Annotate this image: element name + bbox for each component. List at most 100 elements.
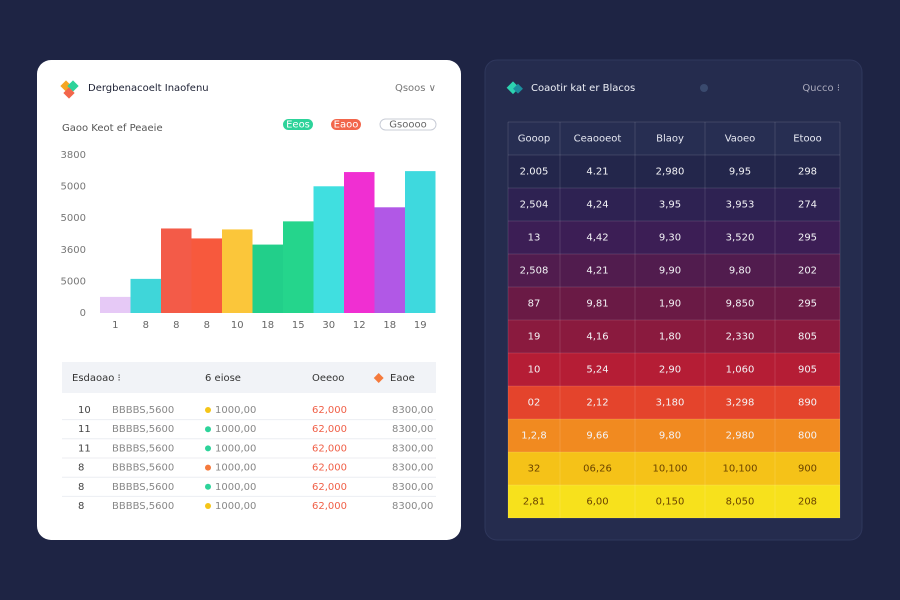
right-table-header-cell: Blaoy xyxy=(656,134,684,145)
right-table-cell: 2,980 xyxy=(656,167,685,178)
legend-pill[interactable] xyxy=(283,119,313,130)
right-table-cell: 8,050 xyxy=(726,497,755,508)
y-tick-label: 5000 xyxy=(61,213,86,224)
right-table-header-cell: Gooop xyxy=(518,134,550,145)
right-table-cell: 87 xyxy=(528,299,541,310)
left-table-cell: 62,000 xyxy=(312,482,347,493)
y-tick-label: 3800 xyxy=(61,150,86,161)
sort-icon xyxy=(373,373,384,383)
left-table-cell: 62,000 xyxy=(312,463,347,474)
right-table-cell: 905 xyxy=(798,365,817,376)
left-table-cell: 11 xyxy=(78,443,91,454)
status-dot xyxy=(205,483,211,490)
right-table-cell: 1,80 xyxy=(659,332,681,343)
right-table-cell: 3,520 xyxy=(726,233,755,244)
bar xyxy=(344,172,375,313)
left-table-cell: BBBBS,5600 xyxy=(112,424,174,435)
left-table-cell: 1000,00 xyxy=(215,424,256,435)
x-tick-label: 18 xyxy=(383,320,396,331)
left-table-cell: 10 xyxy=(78,405,91,416)
right-table-header xyxy=(508,122,840,155)
status-dot xyxy=(205,407,211,413)
left-table-cell: 1000,00 xyxy=(215,463,256,474)
legend-label: Gsoooo xyxy=(389,120,426,131)
legend-label: Eaoo xyxy=(334,120,359,131)
right-table-header-cell: Ceaooeot xyxy=(574,134,622,145)
right-table-cell: 295 xyxy=(798,233,817,244)
right-table-cell: 2,330 xyxy=(726,332,755,343)
left-table-header-cell: Eaoe xyxy=(390,373,415,384)
left-table-cell: 62,000 xyxy=(312,443,347,454)
right-table-cell: 900 xyxy=(798,464,817,475)
left-table-cell: 8300,00 xyxy=(392,482,433,493)
legend-pill[interactable] xyxy=(379,118,437,131)
bar xyxy=(130,278,161,313)
right-table-cell: 6,00 xyxy=(586,497,608,508)
left-table-cell: 8 xyxy=(78,501,84,512)
right-table-cell: 9,90 xyxy=(659,266,681,277)
x-tick-label: 12 xyxy=(353,320,366,331)
heat-row xyxy=(508,485,840,518)
right-title: Coaotir kat er Blacos xyxy=(531,83,635,94)
bar xyxy=(313,186,344,313)
right-table-cell: 890 xyxy=(798,398,817,409)
right-table-cell: 9,30 xyxy=(659,233,681,244)
right-table-cell: 9,95 xyxy=(729,167,751,178)
left-menu[interactable]: Qsoos ∨ xyxy=(395,83,436,94)
left-table-cell: 8300,00 xyxy=(392,463,433,474)
right-table-cell: 5,24 xyxy=(586,365,608,376)
left-table-cell: BBBBS,5600 xyxy=(112,405,174,416)
bar xyxy=(222,229,253,313)
x-tick-label: 10 xyxy=(231,320,244,331)
x-tick-label: 15 xyxy=(292,320,305,331)
right-table-header-cell: Etooo xyxy=(793,134,822,145)
left-table-cell: BBBBS,5600 xyxy=(112,482,174,493)
x-tick-label: 18 xyxy=(261,320,274,331)
right-table-cell: 2,980 xyxy=(726,431,755,442)
right-table-cell: 9,80 xyxy=(729,266,751,277)
x-tick-label: 1 xyxy=(112,320,118,331)
chart-title: Gaoo Keot ef Peaeie xyxy=(62,123,163,134)
right-table-header-cell: Vaoeo xyxy=(725,134,756,145)
bar xyxy=(283,221,314,313)
right-menu[interactable]: Qucco ⁝ xyxy=(802,83,840,94)
right-table-cell: 2,12 xyxy=(586,398,608,409)
left-table-cell: 8 xyxy=(78,463,84,474)
heat-row xyxy=(508,386,840,419)
heat-row xyxy=(508,221,840,254)
right-table-cell: 13 xyxy=(528,233,541,244)
right-table-cell: 0,150 xyxy=(656,497,685,508)
right-table-cell: 1,2,8 xyxy=(521,431,546,442)
y-tick-label: 0 xyxy=(80,308,86,319)
right-table-cell: 274 xyxy=(798,200,817,211)
x-tick-label: 19 xyxy=(414,320,427,331)
right-table-cell: 3,953 xyxy=(726,200,755,211)
heat-row xyxy=(508,188,840,221)
left-table-cell: 8300,00 xyxy=(392,424,433,435)
left-table-header-cell: 6 eiose xyxy=(205,373,241,384)
left-table-cell: 8 xyxy=(78,482,84,493)
left-table-header-cell: Oeeoo xyxy=(312,373,344,384)
right-table-cell: 19 xyxy=(528,332,541,343)
bar xyxy=(374,207,405,313)
heat-row xyxy=(508,155,840,188)
legend-pill[interactable] xyxy=(331,119,361,130)
right-table-cell: 1,060 xyxy=(726,365,755,376)
left-table-cell: BBBBS,5600 xyxy=(112,463,174,474)
x-tick-label: 8 xyxy=(143,320,149,331)
right-table-cell: 9,66 xyxy=(586,431,608,442)
left-table-header-cell: Esdaoao ⁝ xyxy=(72,373,121,384)
right-table-cell: 800 xyxy=(798,431,817,442)
heat-row xyxy=(508,320,840,353)
right-table-cell: 2.005 xyxy=(520,167,549,178)
bar xyxy=(405,171,436,313)
left-table-cell: 1000,00 xyxy=(215,405,256,416)
right-table-cell: 3,95 xyxy=(659,200,681,211)
x-tick-label: 30 xyxy=(322,320,335,331)
left-table-cell: BBBBS,5600 xyxy=(112,443,174,454)
right-table-cell: 295 xyxy=(798,299,817,310)
right-table-cell: 208 xyxy=(798,497,817,508)
y-tick-label: 3600 xyxy=(61,245,86,256)
heat-row xyxy=(508,353,840,386)
y-tick-label: 5000 xyxy=(61,276,86,287)
